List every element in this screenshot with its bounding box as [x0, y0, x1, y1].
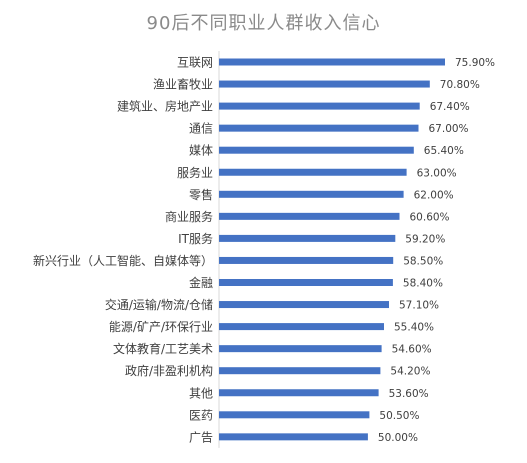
category-label: 通信 [189, 122, 213, 136]
data-label: 67.40% [430, 101, 470, 113]
data-label: 54.60% [392, 344, 432, 356]
data-label: 70.80% [440, 79, 480, 91]
category-label: 其他 [189, 386, 213, 400]
category-label: 互联网 [177, 56, 213, 70]
category-label: 医药 [189, 408, 213, 422]
category-label: 交通/运输/物流/仓储 [105, 297, 213, 312]
category-label: 媒体 [189, 144, 213, 158]
data-label: 54.20% [390, 366, 430, 378]
data-label: 58.50% [403, 255, 443, 267]
data-label: 50.00% [378, 432, 418, 444]
data-label: 59.20% [405, 233, 445, 245]
bar [219, 323, 384, 331]
bar [219, 345, 382, 353]
bar [219, 80, 430, 88]
data-label: 57.10% [399, 300, 439, 312]
data-label: 63.00% [417, 167, 457, 179]
category-label: 服务业 [177, 165, 213, 180]
bar [219, 279, 393, 286]
category-label: 商业服务 [165, 209, 213, 224]
data-label: 53.60% [389, 388, 429, 400]
data-label: 50.50% [379, 410, 419, 422]
category-label: 广告 [189, 430, 213, 444]
data-label: 58.40% [403, 278, 443, 290]
category-label: 文体教育/工艺美术 [113, 341, 213, 356]
bar [219, 234, 396, 242]
category-label: 政府/非盈利机构 [125, 363, 213, 378]
category-label: 零售 [189, 187, 213, 202]
bar [219, 58, 445, 66]
bar [219, 256, 394, 264]
bar [219, 124, 419, 132]
data-label: 60.60% [410, 211, 450, 223]
data-label: 75.90% [455, 57, 495, 69]
chart-title: 90后不同职业人群收入信心 [146, 13, 381, 34]
bar [219, 411, 370, 419]
bar [219, 301, 389, 309]
data-label: 62.00% [414, 189, 454, 201]
category-label: 渔业畜牧业 [153, 77, 213, 92]
category-label: 建筑业、房地产业 [117, 99, 213, 114]
data-label: 55.40% [394, 322, 434, 334]
bar [219, 389, 379, 397]
bar [219, 146, 414, 154]
bar [219, 190, 404, 198]
bar [219, 168, 407, 176]
bar [219, 367, 381, 375]
bar [219, 102, 420, 110]
category-label: 金融 [189, 275, 213, 290]
data-label: 65.40% [424, 145, 464, 157]
category-label: 新兴行业（人工智能、自媒体等） [33, 253, 213, 268]
category-label: 能源/矿产/环保行业 [109, 320, 213, 334]
bar [219, 433, 368, 441]
bar [219, 212, 400, 220]
data-label: 67.00% [429, 123, 469, 135]
category-label: IT服务 [178, 231, 213, 246]
